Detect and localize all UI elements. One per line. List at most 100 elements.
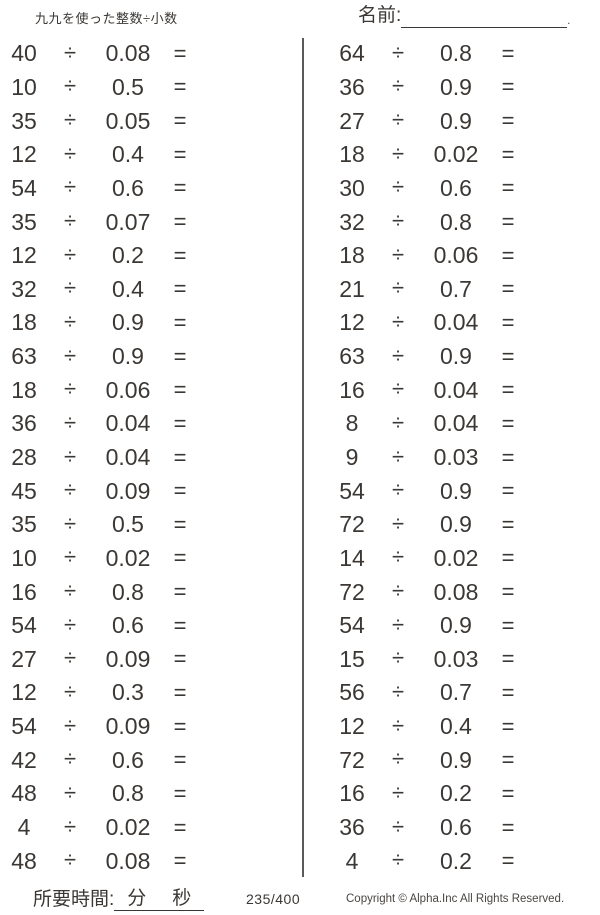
divisor: 0.6 <box>112 174 144 201</box>
divide-symbol: ÷ <box>63 275 77 301</box>
divisor: 0.4 <box>112 141 144 168</box>
divisor: 0.02 <box>105 814 151 841</box>
dividend: 12 <box>11 679 37 706</box>
dividend: 12 <box>339 309 365 336</box>
dividend: 16 <box>339 780 365 807</box>
equals-symbol: = <box>501 679 515 705</box>
dividend: 32 <box>11 275 37 302</box>
equals-symbol: = <box>173 747 187 773</box>
divide-symbol: ÷ <box>391 275 405 301</box>
equals-symbol: = <box>173 444 187 470</box>
dividend: 15 <box>339 645 365 672</box>
divisor: 0.06 <box>105 376 151 403</box>
dividend: 4 <box>17 814 31 841</box>
divisor: 0.7 <box>440 275 472 302</box>
dividend: 18 <box>339 141 365 168</box>
divide-symbol: ÷ <box>391 779 405 805</box>
divisor: 0.9 <box>440 511 472 538</box>
equals-symbol: = <box>173 545 187 571</box>
divide-symbol: ÷ <box>63 510 77 536</box>
dividend: 35 <box>11 208 37 235</box>
equals-symbol: = <box>173 175 187 201</box>
divisor: 0.4 <box>112 275 144 302</box>
equals-symbol: = <box>501 209 515 235</box>
page-number: 235/400 <box>246 891 301 907</box>
problem-row: 27 ÷ 0.09 = <box>4 643 200 677</box>
problem-row: 45 ÷ 0.09 = <box>4 474 200 508</box>
divisor: 0.6 <box>440 174 472 201</box>
problems-column-left: 40 ÷ 0.08 = 10 ÷ 0.5 = 35 ÷ 0.05 = 12 ÷ 0.4 = 54 ÷ 0.6 = 35 ÷… <box>4 37 200 878</box>
equals-symbol: = <box>501 814 515 840</box>
divide-symbol: ÷ <box>63 308 77 334</box>
equals-symbol: = <box>173 612 187 638</box>
equals-symbol: = <box>173 309 187 335</box>
dividend: 10 <box>11 544 37 571</box>
divide-symbol: ÷ <box>391 409 405 435</box>
equals-symbol: = <box>173 410 187 436</box>
problem-row: 72 ÷ 0.08 = <box>332 575 528 609</box>
divide-symbol: ÷ <box>63 578 77 604</box>
divisor: 0.09 <box>105 645 151 672</box>
problem-row: 4 ÷ 0.02 = <box>4 811 200 845</box>
dividend: 40 <box>11 40 37 67</box>
column-divider <box>302 38 304 877</box>
equals-symbol: = <box>501 646 515 672</box>
divide-symbol: ÷ <box>391 645 405 671</box>
divisor: 0.2 <box>440 780 472 807</box>
divide-symbol: ÷ <box>391 746 405 772</box>
dividend: 45 <box>11 477 37 504</box>
equals-symbol: = <box>501 276 515 302</box>
dividend: 36 <box>339 814 365 841</box>
problem-row: 40 ÷ 0.08 = <box>4 37 200 71</box>
divide-symbol: ÷ <box>63 409 77 435</box>
problem-row: 35 ÷ 0.5 = <box>4 508 200 542</box>
problem-row: 72 ÷ 0.9 = <box>332 508 528 542</box>
divide-symbol: ÷ <box>63 813 77 839</box>
equals-symbol: = <box>501 444 515 470</box>
divide-symbol: ÷ <box>391 510 405 536</box>
problem-row: 36 ÷ 0.6 = <box>332 811 528 845</box>
divide-symbol: ÷ <box>391 174 405 200</box>
problem-row: 54 ÷ 0.6 = <box>4 172 200 206</box>
dividend: 56 <box>339 679 365 706</box>
problem-row: 12 ÷ 0.4 = <box>4 138 200 172</box>
divide-symbol: ÷ <box>391 140 405 166</box>
equals-symbol: = <box>173 276 187 302</box>
divide-symbol: ÷ <box>63 779 77 805</box>
equals-symbol: = <box>173 511 187 537</box>
problem-row: 54 ÷ 0.6 = <box>4 609 200 643</box>
equals-symbol: = <box>501 108 515 134</box>
divide-symbol: ÷ <box>391 544 405 570</box>
problem-row: 14 ÷ 0.02 = <box>332 542 528 576</box>
equals-symbol: = <box>501 175 515 201</box>
divisor: 0.04 <box>433 410 479 437</box>
dividend: 35 <box>11 107 37 134</box>
divisor: 0.04 <box>105 410 151 437</box>
dividend: 18 <box>11 309 37 336</box>
divide-symbol: ÷ <box>63 847 77 873</box>
equals-symbol: = <box>501 242 515 268</box>
divide-symbol: ÷ <box>391 678 405 704</box>
divide-symbol: ÷ <box>391 241 405 267</box>
dividend: 27 <box>11 645 37 672</box>
divide-symbol: ÷ <box>63 477 77 503</box>
divide-symbol: ÷ <box>391 578 405 604</box>
elapsed-time-field: 所要時間: 分 秒 <box>33 884 205 911</box>
dividend: 4 <box>345 847 359 874</box>
problem-row: 12 ÷ 0.04 = <box>332 306 528 340</box>
dividend: 18 <box>11 376 37 403</box>
divisor: 0.07 <box>105 208 151 235</box>
dividend: 12 <box>11 141 37 168</box>
dividend: 16 <box>11 578 37 605</box>
equals-symbol: = <box>501 309 515 335</box>
divide-symbol: ÷ <box>63 678 77 704</box>
dividend: 54 <box>11 713 37 740</box>
problem-row: 27 ÷ 0.9 = <box>332 104 528 138</box>
equals-symbol: = <box>501 713 515 739</box>
equals-symbol: = <box>501 40 515 66</box>
dividend: 54 <box>11 174 37 201</box>
problem-row: 10 ÷ 0.5 = <box>4 71 200 105</box>
divisor: 0.04 <box>433 309 479 336</box>
divide-symbol: ÷ <box>391 813 405 839</box>
equals-symbol: = <box>501 377 515 403</box>
